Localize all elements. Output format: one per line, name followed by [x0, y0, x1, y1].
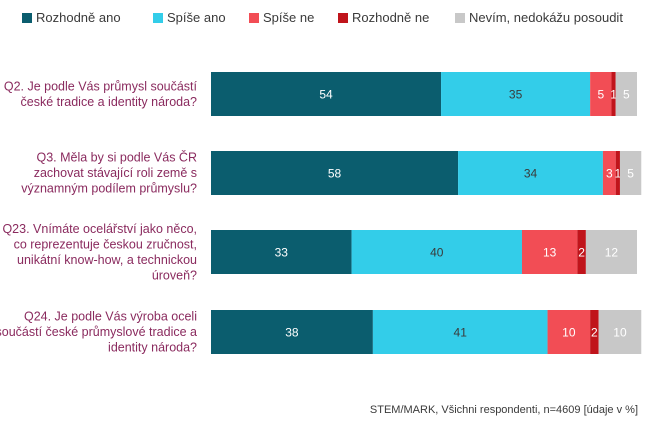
bar-segment-rozhodne-ne	[590, 310, 599, 354]
category-label: Q2. Je podle Vás průmysl součástí české t…	[4, 79, 198, 109]
legend-swatch	[455, 13, 465, 23]
bar-segment-spise-ano	[372, 310, 548, 354]
bar-segment-spise-ne	[602, 151, 616, 195]
legend-swatch	[249, 13, 259, 23]
legend-label: Rozhodně ano	[36, 10, 121, 25]
bar-segment-rozhodne-ano	[211, 310, 373, 354]
category-label: Q23. Vnímáte ocelářství jako něco, co rep…	[2, 222, 197, 283]
category-label: Q3. Měla by si podle Vás ČR zachovat stáv…	[21, 150, 197, 196]
bar-segment-spise-ne	[547, 310, 591, 354]
legend-label: Spíše ano	[167, 10, 226, 25]
bar-segment-rozhodne-ne	[615, 151, 620, 195]
bar-row: 38 41 10 2 10	[211, 310, 642, 354]
legend-item-spise-ano: Spíše ano	[153, 10, 226, 25]
legend-item-rozhodne-ano: Rozhodně ano	[22, 10, 121, 25]
data-label: 1	[614, 167, 621, 181]
data-label: 2	[591, 326, 598, 340]
data-label: 1	[610, 88, 617, 102]
bar-row: 33 40 13 2 12	[211, 230, 637, 274]
data-label: 10	[562, 326, 576, 340]
category-label: Q24. Je podle Vás výroba oceli součástí č…	[0, 310, 197, 355]
category-labels: Q2. Je podle Vás průmysl součástí české t…	[0, 79, 198, 354]
legend-item-nevim-nedokazu-posoudit: Nevím, nedokážu posoudit	[455, 10, 623, 25]
bar-segment-spise-ano	[351, 230, 522, 274]
data-label: 35	[509, 88, 523, 102]
bar-row: 58 34 3 1 5	[211, 151, 642, 195]
data-label: 13	[543, 246, 557, 260]
data-label: 10	[613, 326, 627, 340]
bar-segment-spise-ano	[441, 72, 591, 116]
data-label: 38	[285, 326, 299, 340]
data-label: 41	[454, 326, 468, 340]
data-label: 5	[623, 88, 630, 102]
data-label: 34	[524, 167, 538, 181]
data-label: 5	[627, 167, 634, 181]
bar-segment-rozhodne-ano	[211, 151, 459, 195]
data-label: 40	[430, 246, 444, 260]
chart-legend: Rozhodně ano Spíše ano Spíše ne Rozhodně ne…	[22, 10, 623, 25]
bar-segment-rozhodne-ano	[211, 72, 442, 116]
data-label: 33	[275, 246, 289, 260]
bar-segment-spise-ne	[590, 72, 612, 116]
bar-segment-spise-ano	[458, 151, 603, 195]
data-label: 2	[578, 246, 585, 260]
data-label: 5	[597, 88, 604, 102]
bar-segment-rozhodne-ne	[577, 230, 586, 274]
bar-segment-nevim-nedokazu-posoudit	[615, 72, 637, 116]
data-label: 58	[328, 167, 342, 181]
data-label: 54	[319, 88, 333, 102]
legend-swatch	[338, 13, 348, 23]
legend-item-spise-ne: Spíše ne	[249, 10, 314, 25]
bar-row: 54 35 5 1 5	[211, 72, 637, 116]
bar-segment-rozhodne-ne	[611, 72, 616, 116]
bar-segment-nevim-nedokazu-posoudit	[598, 310, 642, 354]
data-label: 3	[606, 167, 613, 181]
legend-swatch	[153, 13, 163, 23]
legend-label: Nevím, nedokážu posoudit	[469, 10, 623, 25]
bar-segment-spise-ne	[521, 230, 578, 274]
legend-label: Spíše ne	[263, 10, 314, 25]
data-label: 12	[605, 246, 619, 260]
legend-label: Rozhodně ne	[352, 10, 429, 25]
source-note: STEM/MARK, Všichni respondenti, n=4609 […	[370, 404, 638, 416]
bar-segment-nevim-nedokazu-posoudit	[619, 151, 642, 195]
bar-segment-rozhodne-ano	[211, 230, 352, 274]
legend-item-rozhodne-ne: Rozhodně ne	[338, 10, 429, 25]
legend-swatch	[22, 13, 32, 23]
bar-segment-nevim-nedokazu-posoudit	[585, 230, 637, 274]
